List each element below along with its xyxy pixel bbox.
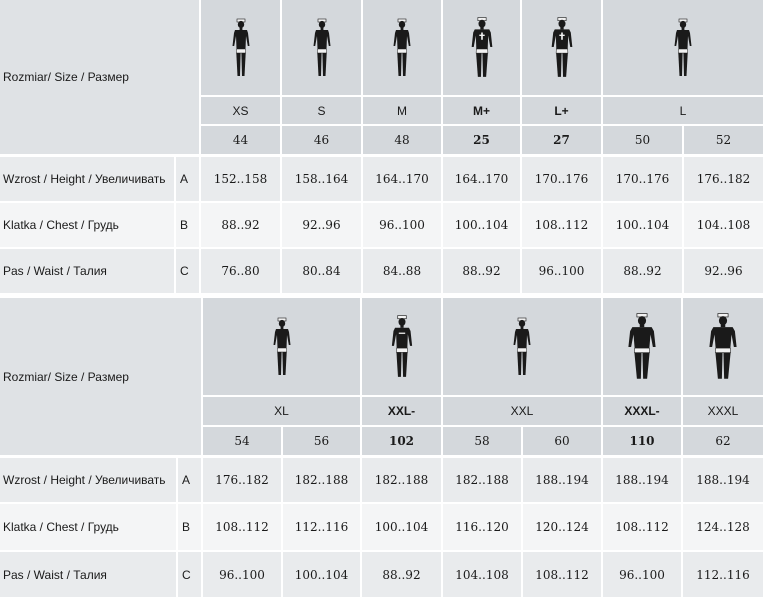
value-cell: 182..188 <box>443 458 521 502</box>
value-cell: 112..116 <box>683 552 763 597</box>
value-cell: 100..104 <box>362 504 441 550</box>
size-number: 27 <box>522 126 601 154</box>
measure-letter: C <box>176 249 199 293</box>
size-label: L+ <box>522 97 601 124</box>
figure-xxl-icon <box>443 298 601 395</box>
size-number: 58 <box>443 427 521 455</box>
value-cell: 80..84 <box>282 249 361 293</box>
value-cell: 116..120 <box>443 504 521 550</box>
measure-label-chest: Klatka / Chest / Грудь <box>0 504 176 550</box>
figure-s-icon <box>282 0 361 95</box>
value-cell: 96..100 <box>603 552 681 597</box>
size-label: M <box>363 97 441 124</box>
value-cell: 164..170 <box>363 157 441 201</box>
value-cell: 96..100 <box>363 203 441 247</box>
measure-label-chest: Klatka / Chest / Грудь <box>0 203 174 247</box>
value-cell: 182..188 <box>362 458 441 502</box>
size-number: 25 <box>443 126 520 154</box>
value-cell: 84..88 <box>363 249 441 293</box>
value-cell: 188..194 <box>603 458 681 502</box>
value-cell: 120..124 <box>523 504 601 550</box>
figure-xxxl-icon <box>683 298 763 395</box>
value-cell: 108..112 <box>523 552 601 597</box>
figure-m-icon <box>363 0 441 95</box>
size-label: XXXL <box>683 397 763 425</box>
value-cell: 88..92 <box>443 249 520 293</box>
size-header-label: Rozmiar/ Size / Размер <box>0 298 201 455</box>
measure-label-height: Wzrost / Height / Увеличивать <box>0 458 176 502</box>
measure-letter: B <box>178 504 201 550</box>
size-table-2: Rozmiar/ Size / Размер XL XXL- XXL XXXL-… <box>0 298 763 599</box>
value-cell: 164..170 <box>443 157 520 201</box>
size-number: 110 <box>603 427 681 455</box>
value-cell: 96..100 <box>203 552 281 597</box>
value-cell: 100..104 <box>443 203 520 247</box>
size-header-label: Rozmiar/ Size / Размер <box>0 0 199 154</box>
value-cell: 112..116 <box>283 504 360 550</box>
value-cell: 96..100 <box>522 249 601 293</box>
size-label: XL <box>203 397 360 425</box>
figure-xxlminus-icon <box>362 298 441 395</box>
value-cell: 100..104 <box>283 552 360 597</box>
value-cell: 88..92 <box>362 552 441 597</box>
figure-lplus-icon <box>522 0 601 95</box>
value-cell: 170..176 <box>603 157 682 201</box>
size-number: 60 <box>523 427 601 455</box>
value-cell: 176..182 <box>684 157 763 201</box>
value-cell: 88..92 <box>603 249 682 293</box>
value-cell: 100..104 <box>603 203 682 247</box>
value-cell: 158..164 <box>282 157 361 201</box>
measure-label-waist: Pas / Waist / Талия <box>0 552 176 597</box>
figure-mplus-icon <box>443 0 520 95</box>
value-cell: 152..158 <box>201 157 280 201</box>
size-number: 50 <box>603 126 682 154</box>
size-label: M+ <box>443 97 520 124</box>
value-cell: 108..112 <box>522 203 601 247</box>
measure-label-waist: Pas / Waist / Талия <box>0 249 174 293</box>
size-label: XXL <box>443 397 601 425</box>
measure-letter: C <box>178 552 201 597</box>
size-number: 56 <box>283 427 360 455</box>
value-cell: 92..96 <box>282 203 361 247</box>
value-cell: 76..80 <box>201 249 280 293</box>
figure-l-icon <box>603 0 763 95</box>
value-cell: 182..188 <box>283 458 360 502</box>
value-cell: 92..96 <box>684 249 763 293</box>
value-cell: 108..112 <box>203 504 281 550</box>
value-cell: 188..194 <box>683 458 763 502</box>
figure-xl-icon <box>203 298 360 395</box>
measure-letter: A <box>178 458 201 502</box>
size-label: XS <box>201 97 280 124</box>
size-number: 102 <box>362 427 441 455</box>
size-table-1: Rozmiar/ Size / Размер XS S M M+ L+ L 44… <box>0 0 763 294</box>
size-label: XXL- <box>362 397 441 425</box>
size-number: 46 <box>282 126 361 154</box>
size-number: 54 <box>203 427 281 455</box>
value-cell: 176..182 <box>203 458 281 502</box>
size-number: 48 <box>363 126 441 154</box>
measure-letter: B <box>176 203 199 247</box>
size-number: 52 <box>684 126 763 154</box>
value-cell: 104..108 <box>443 552 521 597</box>
measure-letter: A <box>176 157 199 201</box>
value-cell: 170..176 <box>522 157 601 201</box>
value-cell: 104..108 <box>684 203 763 247</box>
value-cell: 108..112 <box>603 504 681 550</box>
measure-label-height: Wzrost / Height / Увеличивать <box>0 157 174 201</box>
value-cell: 188..194 <box>523 458 601 502</box>
size-number: 62 <box>683 427 763 455</box>
value-cell: 124..128 <box>683 504 763 550</box>
figure-xxxlminus-icon <box>603 298 681 395</box>
size-label: L <box>603 97 763 124</box>
size-label: XXXL- <box>603 397 681 425</box>
size-number: 44 <box>201 126 280 154</box>
value-cell: 88..92 <box>201 203 280 247</box>
figure-xs-icon <box>201 0 280 95</box>
size-label: S <box>282 97 361 124</box>
